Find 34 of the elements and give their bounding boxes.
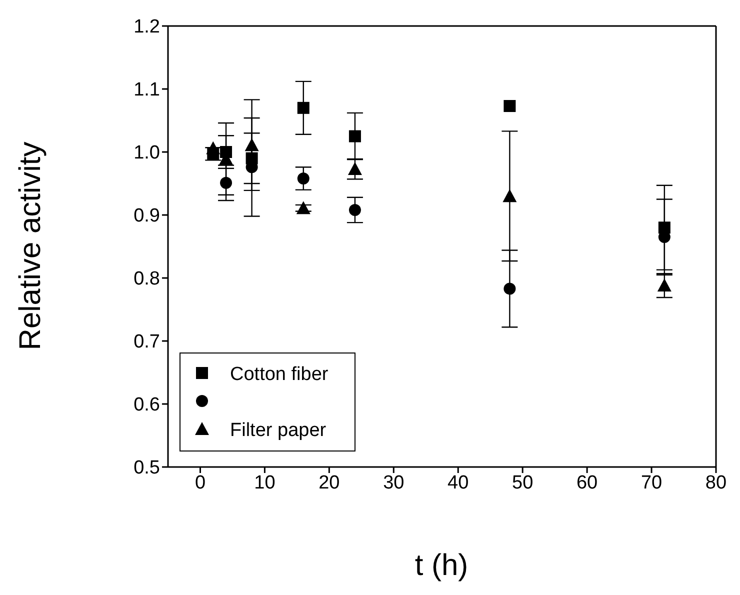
x-tick-label: 40 <box>448 472 469 494</box>
x-tick-label: 80 <box>705 472 727 494</box>
y-tick-label: 1.1 <box>134 80 160 101</box>
y-tick-label: 0.5 <box>134 458 160 479</box>
point <box>348 130 361 142</box>
point <box>244 138 259 152</box>
legend-label: Filter paper <box>230 420 327 441</box>
y-tick-label: 0.9 <box>134 206 160 227</box>
point <box>296 201 310 214</box>
point <box>657 278 672 292</box>
point <box>297 172 310 184</box>
y-tick-label: 1.2 <box>134 16 160 38</box>
point <box>504 282 516 295</box>
point <box>220 176 232 189</box>
x-tick-label: 20 <box>318 472 340 494</box>
point <box>297 102 310 114</box>
point <box>502 189 517 202</box>
point <box>348 162 362 176</box>
x-tick-label: 10 <box>254 472 276 494</box>
x-tick-label: 50 <box>512 472 534 494</box>
x-tick-label: 60 <box>576 472 598 494</box>
point <box>504 100 516 112</box>
x-axis-title: t (h) <box>414 549 468 582</box>
x-tick-label: 30 <box>383 472 404 494</box>
x-tick-label: 0 <box>194 472 206 494</box>
y-tick-label: 0.6 <box>134 394 160 416</box>
x-tick-label: 70 <box>640 472 662 494</box>
y-axis-title: Relative activity <box>14 142 47 350</box>
point <box>206 141 220 154</box>
y-tick-label: 0.8 <box>134 268 160 290</box>
y-tick-label: 0.7 <box>134 332 160 353</box>
y-tick-label: 1.0 <box>134 142 160 164</box>
point <box>348 204 361 216</box>
legend-label: Cotton fiber <box>230 364 329 385</box>
